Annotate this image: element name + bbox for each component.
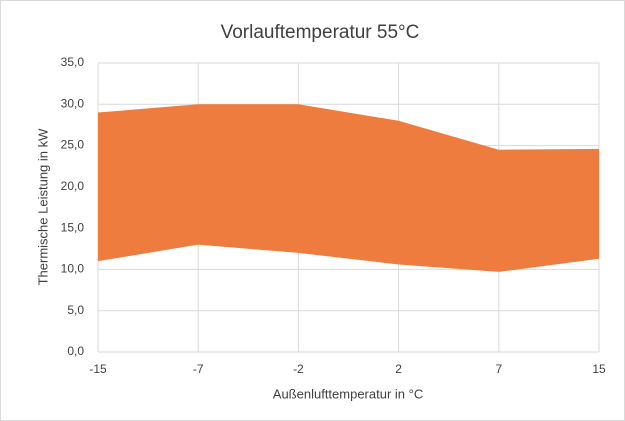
chart-title: Vorlauftemperatur 55°C [221, 22, 420, 43]
x-tick-label: 2 [395, 362, 402, 376]
y-tick-label: 5,0 [67, 303, 84, 317]
range-area [98, 104, 599, 272]
y-tick-label: 35,0 [61, 55, 85, 69]
y-axis-label: Thermische Leistung in kW [35, 128, 50, 286]
x-tick-label: -7 [193, 362, 204, 376]
y-tick-label: 30,0 [61, 96, 85, 110]
x-axis-label: Außenlufttemperatur in °C [273, 386, 423, 401]
x-tick-label: -15 [89, 362, 107, 376]
y-tick-label: 10,0 [61, 262, 85, 276]
y-tick-label: 0,0 [67, 344, 84, 358]
y-tick-label: 15,0 [61, 220, 85, 234]
x-tick-label: 15 [592, 362, 606, 376]
y-tick-label: 25,0 [61, 138, 85, 152]
y-tick-label: 20,0 [61, 179, 85, 193]
x-tick-label: -2 [293, 362, 304, 376]
x-tick-label: 7 [495, 362, 502, 376]
